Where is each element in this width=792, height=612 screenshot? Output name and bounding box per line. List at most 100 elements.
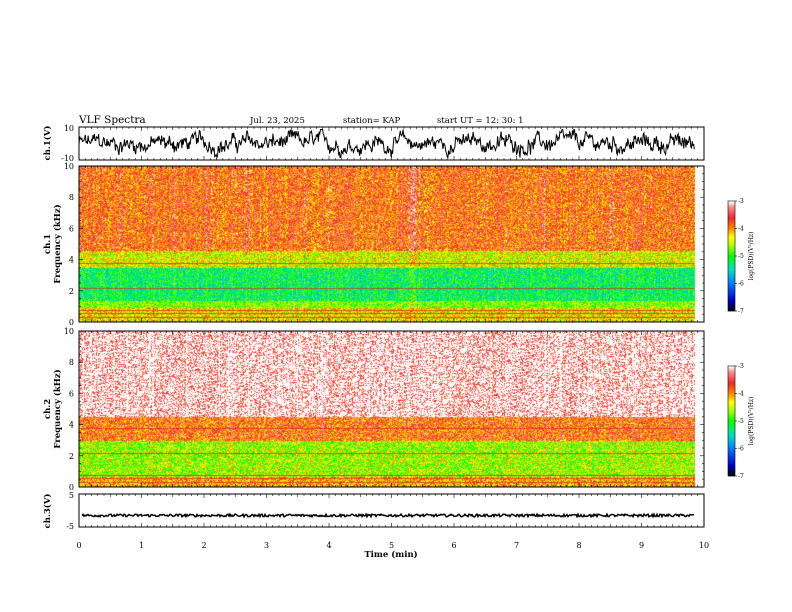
spectrogram-ytick-label: 2	[69, 287, 74, 296]
colorbar-cell	[728, 394, 735, 396]
ch1-colorbar: -3 -4 -5 -6 -7 log(PSD)(V²/Hz)	[727, 198, 755, 315]
colorbar-cell	[728, 283, 735, 285]
colorbar-cell	[728, 223, 735, 225]
colorbar-cell	[728, 264, 735, 266]
colorbar-cell	[728, 438, 735, 440]
colorbar-cell	[728, 466, 735, 468]
colorbar-cell	[728, 450, 735, 452]
colorbar-cell	[728, 419, 735, 421]
colorbar-cell	[728, 392, 735, 394]
colorbar-cell	[728, 443, 735, 445]
colorbar-cell	[728, 395, 735, 397]
colorbar-cell	[728, 407, 735, 409]
spectrogram-ytick-label: 0	[69, 483, 74, 492]
ch3-waveform-panel: 5 -5 ch.3(V) 0 1 2 3 4 5 6 7 8 9 10 Time (min)	[42, 491, 709, 560]
colorbar-cell	[728, 467, 735, 469]
colorbar-cell	[728, 287, 735, 289]
colorbar-cell	[728, 402, 735, 404]
x-tick-label: 4	[326, 541, 331, 550]
colorbar-cell	[728, 461, 735, 463]
colorbar-cell	[728, 285, 735, 287]
ch1-ytick-bottom: -10	[61, 154, 74, 163]
colorbar-label: log(PSD)(V²/Hz)	[748, 232, 755, 281]
colorbar-cell	[728, 440, 735, 442]
colorbar-cell	[728, 442, 735, 444]
colorbar-cell	[728, 368, 735, 370]
colorbar-cell	[728, 262, 735, 264]
colorbar-cell	[728, 413, 735, 415]
colorbar-cell	[728, 257, 735, 259]
colorbar-cell	[728, 453, 735, 455]
colorbar-cell	[728, 251, 735, 253]
colorbar-cell	[728, 388, 735, 390]
colorbar-cell	[728, 474, 735, 476]
colorbar-cell	[728, 276, 735, 278]
colorbar-cell	[728, 243, 735, 245]
colorbar-cell	[728, 458, 735, 460]
colorbar-cell	[728, 293, 735, 295]
colorbar-cell	[728, 307, 735, 309]
colorbar-cell	[728, 274, 735, 276]
station-label: station= KAP	[343, 116, 401, 126]
ch3-ylabel: ch.3(V)	[42, 494, 53, 529]
colorbar-cell	[728, 212, 735, 214]
colorbar-cell	[728, 238, 735, 240]
figure-title: VLF Spectra	[78, 114, 146, 126]
colorbar-cell	[728, 475, 735, 477]
colorbar-cell	[728, 426, 735, 428]
colorbar-cell	[728, 284, 735, 286]
spectrogram-ytick-label: 8	[69, 358, 74, 367]
colorbar-cell	[728, 209, 735, 211]
colorbar-cell	[728, 464, 735, 466]
colorbar-cell	[728, 232, 735, 234]
colorbar-cell	[728, 416, 735, 418]
colorbar-cell	[728, 382, 735, 384]
colorbar-cell	[728, 208, 735, 210]
colorbar-cell	[728, 398, 735, 400]
colorbar-cell	[728, 202, 735, 204]
colorbar-cell	[728, 390, 735, 392]
colorbar-cell	[728, 259, 735, 261]
x-tick-label: 0	[76, 541, 81, 550]
colorbar-cell	[728, 457, 735, 459]
spectrogram-ytick-label: 0	[69, 318, 74, 327]
spectrogram-ytick-label: 8	[69, 193, 74, 202]
colorbar-cell	[728, 468, 735, 470]
ch1-ylabel: ch.1(V)	[42, 126, 53, 161]
colorbar-cell	[728, 447, 735, 449]
colorbar-cell	[728, 304, 735, 306]
ch1-waveform-panel: 10 -10 ch.1(V)	[42, 124, 705, 163]
colorbar-cell	[728, 428, 735, 430]
colorbar-cell	[728, 418, 735, 420]
colorbar-cell	[728, 448, 735, 450]
colorbar-cell	[728, 213, 735, 215]
ch1-ytick-top: 10	[64, 124, 74, 133]
colorbar-cell	[728, 373, 735, 375]
colorbar-cell	[728, 412, 735, 414]
colorbar-cell	[728, 391, 735, 393]
colorbar-cell	[728, 222, 735, 224]
colorbar-cell	[728, 258, 735, 260]
x-axis-label: Time (min)	[364, 549, 417, 560]
colorbar-cell	[728, 397, 735, 399]
spectrogram-ytick-label: 10	[64, 327, 74, 336]
colorbar-cell	[728, 410, 735, 412]
colorbar-cell	[728, 261, 735, 263]
colorbar-cell	[728, 463, 735, 465]
colorbar-cell	[728, 385, 735, 387]
colorbar-cell	[728, 422, 735, 424]
colorbar-cell	[728, 449, 735, 451]
colorbar-cell	[728, 235, 735, 237]
colorbar-cell	[728, 206, 735, 208]
colorbar-cell	[728, 242, 735, 244]
colorbar-cell	[728, 267, 735, 269]
colorbar-cell	[728, 389, 735, 391]
colorbar-cell	[728, 236, 735, 238]
colorbar-tick-label: -4	[738, 226, 744, 233]
colorbar-cell	[728, 411, 735, 413]
colorbar-cell	[728, 409, 735, 411]
colorbar-cell	[728, 302, 735, 304]
colorbar-cell	[728, 399, 735, 401]
colorbar-cell	[728, 210, 735, 212]
